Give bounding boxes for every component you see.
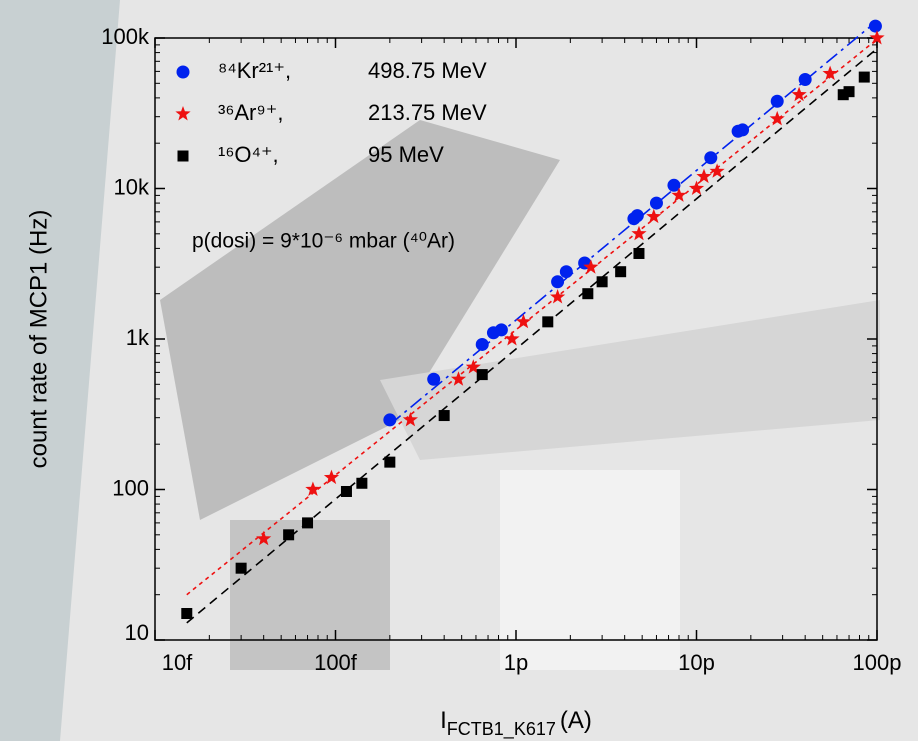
point xyxy=(822,65,838,81)
point xyxy=(235,562,247,574)
point xyxy=(630,209,644,223)
point xyxy=(305,481,321,496)
x-label-sub: FCTB1_K617 xyxy=(447,719,556,740)
point xyxy=(837,89,849,101)
point xyxy=(559,265,573,279)
point xyxy=(450,371,467,386)
point xyxy=(283,529,295,541)
legend-label: ⁸⁴Kr²¹⁺, xyxy=(218,58,291,83)
legend-marker xyxy=(175,106,191,121)
annotation: p(dosi) = 9*10⁻⁶ mbar (⁴⁰Ar) xyxy=(192,230,455,253)
y-tick-label: 10k xyxy=(114,174,150,199)
legend-label: ¹⁶O⁴⁺, xyxy=(218,142,279,167)
point xyxy=(709,163,725,178)
point xyxy=(671,187,687,202)
point xyxy=(646,208,662,224)
point xyxy=(465,359,481,374)
point xyxy=(384,456,396,468)
point xyxy=(696,168,712,184)
legend-marker xyxy=(177,150,189,162)
point xyxy=(868,19,882,33)
point xyxy=(256,530,272,546)
background-photo xyxy=(0,0,880,741)
point xyxy=(869,30,885,45)
fit-line xyxy=(186,38,878,596)
legend-energy: 95 MeV xyxy=(368,142,444,167)
point xyxy=(791,86,807,102)
y-axis-label: count rate of MCP1 (Hz) xyxy=(25,210,52,469)
point xyxy=(340,485,352,497)
x-tick-label: 1p xyxy=(504,650,528,675)
point xyxy=(356,477,368,489)
point xyxy=(667,178,681,192)
point xyxy=(583,259,599,274)
y-tick-label: 1k xyxy=(126,325,150,350)
x-tick-label: 10p xyxy=(678,650,715,675)
point xyxy=(649,196,663,210)
point xyxy=(769,110,785,126)
legend-marker xyxy=(176,65,190,79)
point xyxy=(615,266,627,278)
axis-labels: count rate of MCP1 (Hz) IFCTB1_K617 (A) p… xyxy=(25,210,592,740)
point xyxy=(582,288,594,300)
y-tick-label: 100k xyxy=(101,24,150,49)
point xyxy=(631,225,647,241)
point xyxy=(302,517,314,529)
point xyxy=(515,313,532,329)
point xyxy=(633,247,645,259)
point xyxy=(542,316,554,328)
point xyxy=(688,180,705,195)
point xyxy=(504,331,520,346)
point xyxy=(736,123,750,137)
point xyxy=(551,275,565,289)
point xyxy=(843,86,855,98)
x-tick-label: 100f xyxy=(314,650,358,675)
x-axis-label: IFCTB1_K617 (A) xyxy=(440,707,592,739)
x-tick-label: 100p xyxy=(853,650,902,675)
point xyxy=(550,289,566,304)
point xyxy=(704,151,718,165)
point xyxy=(858,71,870,83)
legend-label: ³⁶Ar⁹⁺, xyxy=(218,100,284,125)
point xyxy=(402,411,418,427)
point xyxy=(427,372,441,386)
legend-energy: 213.75 MeV xyxy=(368,100,487,125)
point xyxy=(798,72,812,86)
y-tick-label: 100 xyxy=(112,475,149,500)
point xyxy=(596,276,608,288)
point xyxy=(181,607,193,619)
x-label-unit: (A) xyxy=(560,707,592,734)
point xyxy=(476,369,488,381)
point xyxy=(438,410,450,422)
legend-energy: 498.75 MeV xyxy=(368,58,487,83)
x-tick-label: 10f xyxy=(162,650,193,675)
point xyxy=(475,337,489,351)
y-tick-label: 10 xyxy=(125,620,149,645)
x-label-main: I xyxy=(440,707,447,734)
point xyxy=(383,413,397,427)
point xyxy=(770,94,784,108)
point xyxy=(494,323,508,337)
point xyxy=(323,469,340,485)
